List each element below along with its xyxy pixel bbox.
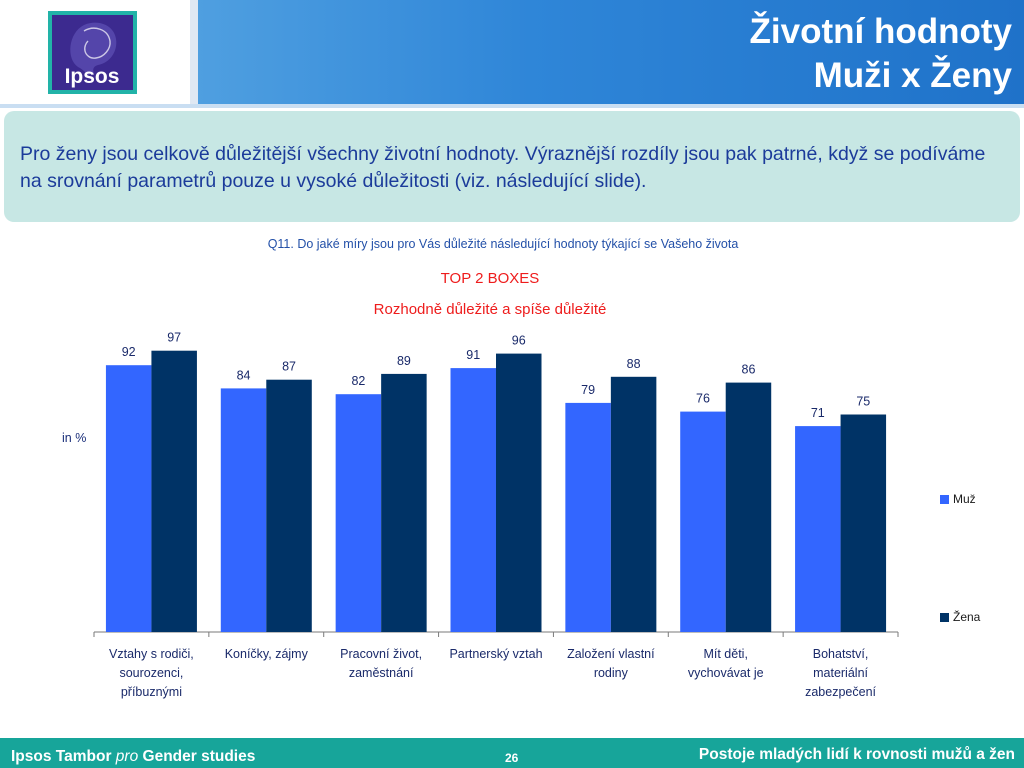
bar-zena <box>266 379 312 632</box>
data-label: 92 <box>122 345 136 359</box>
legend-label-muz: Muž <box>953 492 976 506</box>
question-text: Q11. Do jaké míry jsou pro Vás důležité … <box>267 237 739 251</box>
category-label-line: Mít děti, <box>703 647 748 661</box>
category-label: Vztahy s rodiči, sourozenci, příbuznými <box>94 645 208 702</box>
category-label-line: vychovávat je <box>687 666 764 680</box>
footer-brand-studies: Gender studies <box>142 748 256 765</box>
header-rule <box>0 104 1024 108</box>
category-label-line: Pracovní život, <box>340 647 423 661</box>
category-label-line: zabezpečení <box>805 685 876 699</box>
category-label: Založení vlastní rodiny <box>554 645 668 683</box>
data-label: 79 <box>581 383 595 397</box>
data-label: 91 <box>466 348 480 362</box>
bar-chart: 92 97 84 87 82 89 91 96 79 88 76 86 71 75 <box>93 331 899 637</box>
data-label: 82 <box>351 374 365 388</box>
chart-title: TOP 2 BOXES <box>440 270 540 287</box>
data-label: 71 <box>811 406 825 420</box>
category-label: Pracovní život, zaměstnání <box>324 645 438 683</box>
bar-zena <box>610 376 657 632</box>
logo-text: Ipsos <box>65 65 120 88</box>
bar-zena <box>496 353 542 632</box>
bar-muz <box>335 394 382 632</box>
bar-muz <box>795 426 841 632</box>
footer-brand-pro: pro <box>115 748 139 765</box>
category-label-line: Založení vlastní <box>567 647 655 661</box>
legend-swatch-muz <box>940 494 949 504</box>
slide-footer: Ipsos Tambor pro Gender studies 26 Posto… <box>0 738 1024 768</box>
bar-muz <box>220 388 267 632</box>
ipsos-logo: Ipsos <box>48 11 137 94</box>
data-label: 97 <box>167 331 181 345</box>
footer-brand: Ipsos Tambor pro Gender studies <box>11 748 255 766</box>
legend-label-zena: Žena <box>953 610 981 624</box>
bar-muz <box>450 368 496 632</box>
category-label-line: příbuznými <box>120 685 182 699</box>
category-label-line: materiální <box>813 666 868 680</box>
category-label: Bohatství, materiální zabezpečení <box>784 645 898 702</box>
data-label: 87 <box>282 360 296 374</box>
slide-header: Ipsos Životní hodnoty Muži x Ženy <box>0 0 1024 108</box>
legend-item-muz: Muž <box>940 492 976 506</box>
bar-zena <box>151 350 197 632</box>
category-label: Mít děti, vychovávat je <box>669 645 783 683</box>
data-label: 89 <box>397 354 411 368</box>
header-divider <box>190 0 198 104</box>
footer-title: Postoje mladých lidí k rovnosti mužů a ž… <box>698 746 1015 763</box>
data-label: 96 <box>512 334 526 348</box>
legend-item-zena: Žena <box>940 610 980 624</box>
bar-muz <box>680 411 726 632</box>
summary-text: Pro ženy jsou celkově důležitější všechn… <box>20 143 986 192</box>
bar-zena <box>381 373 427 632</box>
y-axis-unit: in % <box>62 431 87 445</box>
category-label-line: Bohatství, <box>812 647 869 661</box>
data-label: 88 <box>627 357 641 371</box>
title-band: Životní hodnoty Muži x Ženy <box>198 0 1024 104</box>
category-label-line: sourozenci, <box>119 666 184 680</box>
bar-zena <box>725 382 772 632</box>
bar-muz <box>105 365 152 632</box>
category-label: Partnerský vztah <box>439 645 553 664</box>
data-label: 75 <box>856 395 870 409</box>
data-label: 86 <box>742 363 756 377</box>
category-label-line: Vztahy s rodiči, <box>109 647 194 661</box>
footer-brand-name: Ipsos Tambor <box>11 748 112 765</box>
summary-callout: Pro ženy jsou celkově důležitější všechn… <box>4 111 1020 222</box>
slide-title: Životní hodnoty <box>749 12 1012 51</box>
data-label: 84 <box>237 368 251 382</box>
data-label: 76 <box>696 392 710 406</box>
chart-subtitle: Rozhodně důležité a spíše důležité <box>373 301 607 318</box>
legend-swatch-zena <box>940 612 949 622</box>
category-label-line: Koníčky, zájmy <box>224 647 308 661</box>
category-label-line: rodiny <box>593 666 628 680</box>
slide-subtitle: Muži x Ženy <box>813 56 1012 95</box>
bar-zena <box>840 414 887 632</box>
logo-area: Ipsos <box>0 0 190 104</box>
category-label: Koníčky, zájmy <box>209 645 323 664</box>
category-label-line: Partnerský vztah <box>449 647 543 661</box>
bar-muz <box>565 402 611 632</box>
category-label-line: zaměstnání <box>348 666 414 680</box>
page-number: 26 <box>505 751 519 765</box>
